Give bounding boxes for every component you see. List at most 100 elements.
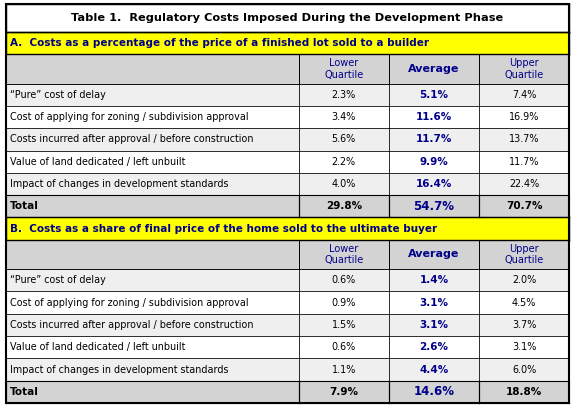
Text: 3.1%: 3.1% [512, 342, 536, 352]
Text: Total: Total [10, 201, 39, 211]
Text: Impact of changes in development standards: Impact of changes in development standar… [10, 365, 229, 374]
Text: 22.4%: 22.4% [509, 179, 539, 189]
Bar [6, 291, 299, 314]
Text: 11.6%: 11.6% [416, 112, 452, 122]
Bar [389, 381, 479, 403]
Text: Cost of applying for zoning / subdivision approval: Cost of applying for zoning / subdivisio… [10, 112, 249, 122]
Text: 3.7%: 3.7% [512, 320, 536, 330]
Text: 1.1%: 1.1% [332, 365, 356, 374]
Text: 5.1%: 5.1% [420, 90, 448, 100]
Bar [6, 54, 299, 84]
Text: 2.2%: 2.2% [332, 157, 356, 167]
Bar [299, 381, 389, 403]
Bar [479, 106, 569, 128]
Bar [389, 151, 479, 173]
Text: Average: Average [408, 64, 459, 74]
Text: 2.6%: 2.6% [420, 342, 448, 352]
Bar [6, 240, 299, 269]
Bar [389, 106, 479, 128]
Text: 3.1%: 3.1% [420, 320, 448, 330]
Bar [6, 32, 569, 54]
Text: 18.8%: 18.8% [506, 387, 542, 397]
Bar [479, 173, 569, 195]
Bar [479, 291, 569, 314]
Text: Upper
Quartile: Upper Quartile [504, 244, 544, 265]
Text: Value of land dedicated / left unbuilt: Value of land dedicated / left unbuilt [10, 157, 186, 167]
Text: 1.4%: 1.4% [419, 276, 449, 285]
Bar [6, 381, 299, 403]
Text: 11.7%: 11.7% [416, 134, 452, 144]
Bar [479, 336, 569, 358]
Text: Lower
Quartile: Lower Quartile [324, 244, 363, 265]
Text: “Pure” cost of delay: “Pure” cost of delay [10, 276, 106, 285]
Text: 3.4%: 3.4% [332, 112, 356, 122]
Bar [479, 358, 569, 381]
Text: 5.6%: 5.6% [332, 134, 356, 144]
Text: Total: Total [10, 387, 39, 397]
Bar [389, 291, 479, 314]
Bar [479, 128, 569, 151]
Bar [479, 151, 569, 173]
Text: Table 1.  Regulatory Costs Imposed During the Development Phase: Table 1. Regulatory Costs Imposed During… [71, 13, 504, 23]
Bar [389, 195, 479, 217]
Text: 2.3%: 2.3% [332, 90, 356, 100]
Bar [299, 358, 389, 381]
Text: 16.9%: 16.9% [509, 112, 539, 122]
Text: Impact of changes in development standards: Impact of changes in development standar… [10, 179, 229, 189]
Text: Costs incurred after approval / before construction: Costs incurred after approval / before c… [10, 134, 254, 144]
Bar [299, 151, 389, 173]
Text: 4.4%: 4.4% [419, 365, 449, 374]
Bar [6, 128, 299, 151]
Text: 7.4%: 7.4% [512, 90, 536, 100]
Text: 0.6%: 0.6% [332, 276, 356, 285]
Bar [299, 336, 389, 358]
Bar [389, 173, 479, 195]
Text: 14.6%: 14.6% [413, 385, 454, 398]
Text: A.  Costs as a percentage of the price of a finished lot sold to a builder: A. Costs as a percentage of the price of… [10, 38, 430, 48]
Text: 16.4%: 16.4% [416, 179, 452, 189]
Bar [299, 173, 389, 195]
Bar [389, 336, 479, 358]
Bar [479, 314, 569, 336]
Bar [6, 314, 299, 336]
Text: 0.6%: 0.6% [332, 342, 356, 352]
Bar [6, 4, 569, 32]
Text: 3.1%: 3.1% [420, 298, 448, 308]
Bar [6, 336, 299, 358]
Text: Upper
Quartile: Upper Quartile [504, 58, 544, 80]
Bar [6, 195, 299, 217]
Text: 11.7%: 11.7% [509, 157, 539, 167]
Text: “Pure” cost of delay: “Pure” cost of delay [10, 90, 106, 100]
Bar [6, 84, 299, 106]
Text: Average: Average [408, 249, 459, 260]
Bar [299, 240, 389, 269]
Bar [6, 106, 299, 128]
Text: 70.7%: 70.7% [506, 201, 542, 211]
Text: 9.9%: 9.9% [420, 157, 448, 167]
Text: B.  Costs as a share of final price of the home sold to the ultimate buyer: B. Costs as a share of final price of th… [10, 223, 438, 234]
Text: 0.9%: 0.9% [332, 298, 356, 308]
Text: 4.0%: 4.0% [332, 179, 356, 189]
Text: 54.7%: 54.7% [413, 200, 454, 213]
Text: 4.5%: 4.5% [512, 298, 536, 308]
Text: 13.7%: 13.7% [509, 134, 539, 144]
Text: Costs incurred after approval / before construction: Costs incurred after approval / before c… [10, 320, 254, 330]
Text: 29.8%: 29.8% [326, 201, 362, 211]
Bar [299, 195, 389, 217]
Text: 7.9%: 7.9% [329, 387, 358, 397]
Bar [299, 84, 389, 106]
Bar [479, 240, 569, 269]
Text: 1.5%: 1.5% [332, 320, 356, 330]
Text: Value of land dedicated / left unbuilt: Value of land dedicated / left unbuilt [10, 342, 186, 352]
Text: 6.0%: 6.0% [512, 365, 536, 374]
Bar [299, 314, 389, 336]
Bar [389, 84, 479, 106]
Bar [299, 269, 389, 291]
Bar [389, 269, 479, 291]
Bar [479, 195, 569, 217]
Bar [479, 381, 569, 403]
Bar [6, 269, 299, 291]
Bar [389, 358, 479, 381]
Bar [6, 358, 299, 381]
Bar [6, 217, 569, 240]
